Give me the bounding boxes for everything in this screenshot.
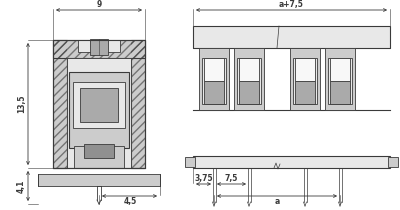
Bar (78, 40, 120, 52)
Bar (84, 144, 114, 158)
Bar (199, 48, 229, 110)
Bar (295, 81, 315, 104)
Text: 9: 9 (96, 0, 102, 9)
Bar (53, 40, 145, 58)
Bar (53, 40, 67, 168)
Bar (237, 58, 261, 104)
Bar (90, 39, 108, 55)
Bar (290, 48, 320, 110)
Bar (38, 174, 160, 186)
Bar (193, 156, 390, 168)
Bar (239, 58, 259, 81)
Bar (53, 40, 145, 58)
Bar (330, 58, 350, 81)
Bar (328, 58, 352, 104)
Text: a: a (274, 197, 280, 206)
Bar (131, 40, 145, 168)
Text: 13,5: 13,5 (17, 95, 26, 113)
Bar (204, 81, 224, 104)
Bar (53, 40, 67, 168)
Bar (80, 88, 118, 122)
Text: 4,5: 4,5 (123, 197, 137, 206)
Bar (74, 146, 124, 168)
Bar (330, 81, 350, 104)
Bar (193, 26, 390, 48)
Bar (295, 58, 315, 81)
Bar (234, 48, 264, 110)
Bar (131, 40, 145, 168)
Bar (67, 58, 131, 168)
Bar (325, 48, 355, 110)
Bar (69, 72, 129, 148)
Bar (53, 40, 145, 168)
Text: 7,5: 7,5 (225, 174, 238, 183)
Bar (73, 82, 125, 128)
Bar (202, 58, 226, 104)
Text: a+7,5: a+7,5 (279, 0, 304, 9)
Bar (293, 58, 317, 104)
Bar (239, 81, 259, 104)
Text: 4,1: 4,1 (17, 179, 26, 193)
Text: 3,75: 3,75 (194, 174, 213, 183)
Bar (185, 157, 195, 167)
Bar (388, 157, 398, 167)
Bar (204, 58, 224, 81)
